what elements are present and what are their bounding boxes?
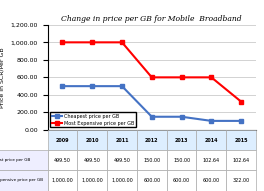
Legend: Cheapest price per GB, Most Expensive price per GB: Cheapest price per GB, Most Expensive pr… bbox=[50, 112, 136, 127]
Cheapest price per GB bbox=[91, 85, 94, 87]
Line: Most Expensive price per GB: Most Expensive price per GB bbox=[60, 40, 243, 104]
Cheapest price per GB bbox=[150, 116, 153, 118]
Y-axis label: Price in SCR/Per GB: Price in SCR/Per GB bbox=[0, 47, 5, 108]
Cheapest price per GB bbox=[210, 120, 213, 122]
Most Expensive price per GB bbox=[180, 76, 183, 79]
Most Expensive price per GB bbox=[61, 41, 64, 44]
Most Expensive price per GB bbox=[91, 41, 94, 44]
Most Expensive price per GB bbox=[210, 76, 213, 79]
Most Expensive price per GB bbox=[120, 41, 124, 44]
Cheapest price per GB bbox=[240, 120, 243, 122]
Most Expensive price per GB bbox=[150, 76, 153, 79]
Title: Change in price per GB for Mobile  Broadband: Change in price per GB for Mobile Broadb… bbox=[62, 15, 242, 23]
Cheapest price per GB bbox=[61, 85, 64, 87]
Line: Cheapest price per GB: Cheapest price per GB bbox=[60, 84, 243, 123]
Cheapest price per GB bbox=[180, 116, 183, 118]
Most Expensive price per GB bbox=[240, 100, 243, 103]
Cheapest price per GB bbox=[120, 85, 124, 87]
